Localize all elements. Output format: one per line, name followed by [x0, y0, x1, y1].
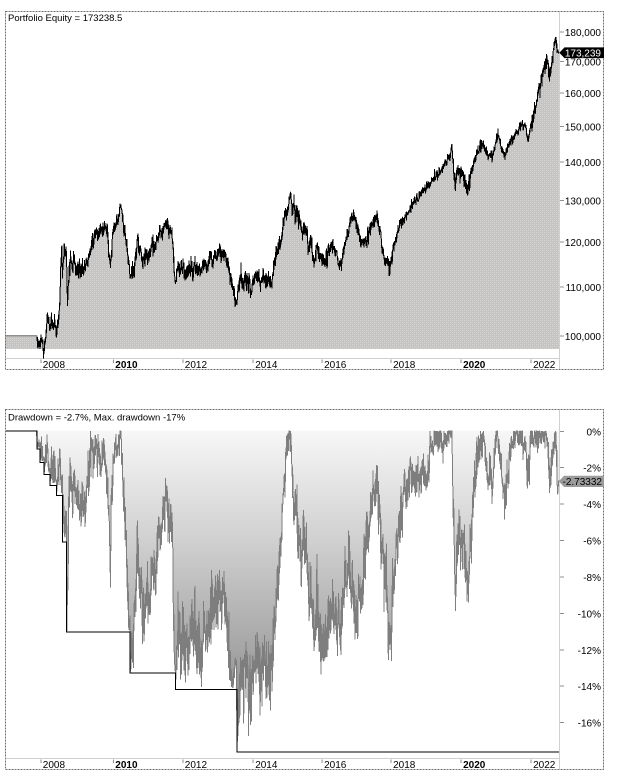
svg-text:-14%: -14% — [578, 682, 601, 693]
svg-text:Portfolio Equity = 173238.5: Portfolio Equity = 173238.5 — [8, 13, 122, 24]
svg-text:2008: 2008 — [43, 760, 66, 771]
svg-text:2012: 2012 — [185, 760, 208, 771]
svg-text:2020: 2020 — [463, 360, 486, 371]
svg-text:173,239: 173,239 — [565, 48, 602, 59]
svg-text:-2.73332: -2.73332 — [563, 477, 603, 488]
svg-text:-4%: -4% — [583, 500, 601, 511]
svg-text:140,000: 140,000 — [565, 158, 602, 169]
svg-text:2012: 2012 — [185, 360, 208, 371]
svg-text:150,000: 150,000 — [565, 122, 602, 133]
svg-text:2018: 2018 — [393, 760, 416, 771]
svg-text:-10%: -10% — [578, 609, 601, 620]
svg-text:2014: 2014 — [255, 360, 278, 371]
svg-text:2016: 2016 — [324, 360, 347, 371]
svg-text:Drawdown = -2.7%, Max. drawdow: Drawdown = -2.7%, Max. drawdown -17% — [8, 413, 186, 424]
svg-text:160,000: 160,000 — [565, 89, 602, 100]
svg-text:-8%: -8% — [583, 573, 601, 584]
svg-text:130,000: 130,000 — [565, 196, 602, 207]
svg-text:2020: 2020 — [463, 760, 486, 771]
svg-text:2016: 2016 — [324, 760, 347, 771]
svg-text:2018: 2018 — [393, 360, 416, 371]
svg-text:2010: 2010 — [115, 360, 138, 371]
svg-text:-12%: -12% — [578, 646, 601, 657]
svg-text:0%: 0% — [587, 427, 602, 438]
svg-text:180,000: 180,000 — [565, 28, 602, 39]
svg-text:110,000: 110,000 — [566, 283, 602, 294]
svg-text:-6%: -6% — [583, 537, 601, 548]
svg-text:100,000: 100,000 — [565, 332, 602, 343]
svg-text:2008: 2008 — [43, 360, 66, 371]
svg-text:2014: 2014 — [255, 760, 278, 771]
svg-text:-2%: -2% — [583, 464, 601, 475]
svg-text:2010: 2010 — [115, 760, 138, 771]
svg-text:120,000: 120,000 — [565, 238, 602, 249]
svg-text:-16%: -16% — [578, 719, 601, 730]
svg-text:2022: 2022 — [533, 760, 556, 771]
svg-text:170,000: 170,000 — [565, 58, 602, 69]
svg-text:2022: 2022 — [533, 360, 556, 371]
